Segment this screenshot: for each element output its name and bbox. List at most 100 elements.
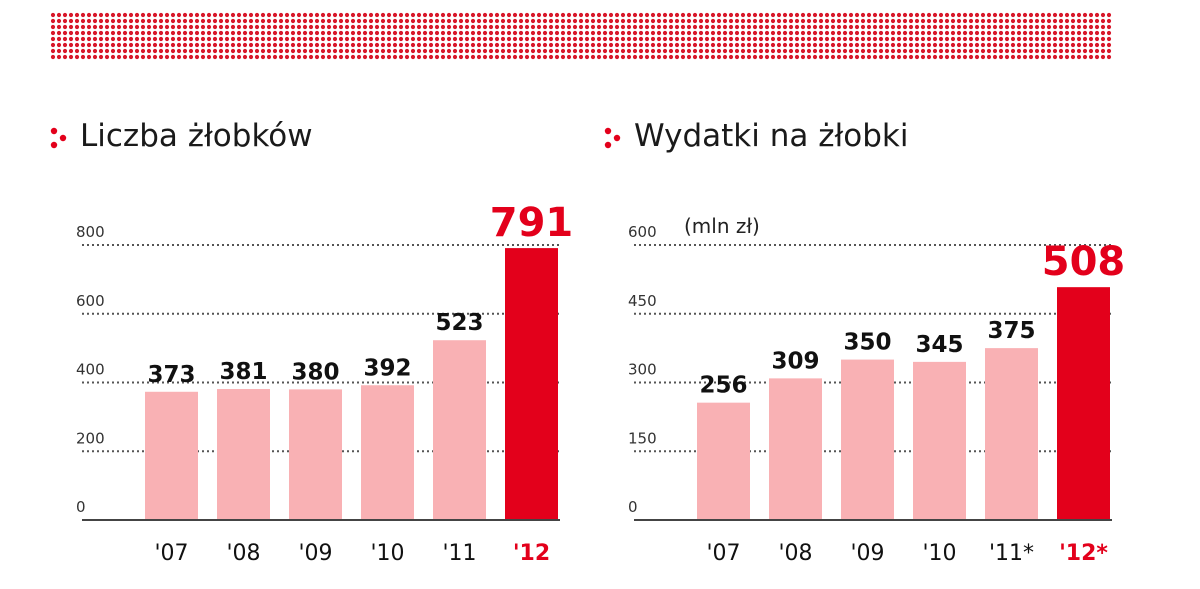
banner-dot xyxy=(1010,48,1016,54)
banner-dot xyxy=(572,30,578,36)
banner-dot xyxy=(542,48,548,54)
banner-dot xyxy=(470,36,476,42)
banner-dot xyxy=(320,12,326,18)
banner-dot xyxy=(818,42,824,48)
banner-dot xyxy=(296,36,302,42)
banner-dot xyxy=(566,36,572,42)
banner-dot xyxy=(80,36,86,42)
banner-dot xyxy=(560,30,566,36)
banner-dot xyxy=(260,36,266,42)
banner-dot xyxy=(836,42,842,48)
banner-dot xyxy=(644,12,650,18)
banner-dot xyxy=(968,36,974,42)
banner-dot xyxy=(962,18,968,24)
banner-dot xyxy=(1082,48,1088,54)
banner-dot xyxy=(434,24,440,30)
banner-dot xyxy=(842,42,848,48)
banner-dot xyxy=(308,24,314,30)
banner-dot xyxy=(728,18,734,24)
banner-dot xyxy=(614,48,620,54)
banner-dot xyxy=(398,18,404,24)
banner-dot xyxy=(566,54,572,60)
banner-dot xyxy=(158,54,164,60)
banner-dot xyxy=(218,18,224,24)
banner-dot xyxy=(764,18,770,24)
banner-dot xyxy=(254,54,260,60)
banner-dot xyxy=(392,18,398,24)
banner-dot xyxy=(1070,42,1076,48)
banner-dot xyxy=(974,30,980,36)
data-label: 380 xyxy=(291,359,339,385)
banner-dot xyxy=(80,18,86,24)
banner-dot xyxy=(284,24,290,30)
banner-dot xyxy=(1100,18,1106,24)
banner-dot xyxy=(734,48,740,54)
banner-dot xyxy=(602,24,608,30)
banner-dot xyxy=(1034,30,1040,36)
banner-dot xyxy=(680,12,686,18)
banner-dot xyxy=(644,48,650,54)
banner-dot xyxy=(476,36,482,42)
banner-dot xyxy=(428,54,434,60)
banner-dot xyxy=(86,54,92,60)
banner-dot xyxy=(524,30,530,36)
banner-dot xyxy=(662,48,668,54)
banner-dot xyxy=(242,42,248,48)
banner-dot xyxy=(62,36,68,42)
banner-dot xyxy=(410,48,416,54)
banner-dot xyxy=(386,48,392,54)
banner-dot xyxy=(1046,48,1052,54)
banner-dot xyxy=(734,12,740,18)
banner-dot xyxy=(890,24,896,30)
banner-dot xyxy=(260,12,266,18)
banner-dot xyxy=(176,42,182,48)
banner-dot xyxy=(416,12,422,18)
banner-dot xyxy=(182,48,188,54)
banner-dot xyxy=(962,48,968,54)
banner-dot xyxy=(422,24,428,30)
banner-dot xyxy=(476,30,482,36)
banner-dot xyxy=(950,30,956,36)
banner-dot xyxy=(254,36,260,42)
banner-dot xyxy=(974,24,980,30)
banner-dot xyxy=(458,30,464,36)
banner-dot xyxy=(848,18,854,24)
banner-dot xyxy=(92,30,98,36)
banner-dot xyxy=(50,36,56,42)
banner-dot xyxy=(146,24,152,30)
banner-dot xyxy=(758,12,764,18)
banner-dot xyxy=(938,48,944,54)
banner-dot xyxy=(770,18,776,24)
banner-dot xyxy=(842,24,848,30)
banner-dot xyxy=(800,48,806,54)
banner-dot xyxy=(242,24,248,30)
banner-dot xyxy=(416,24,422,30)
banner-dot xyxy=(608,48,614,54)
banner-dot xyxy=(344,24,350,30)
banner-dot xyxy=(434,48,440,54)
banner-dot xyxy=(944,12,950,18)
banner-dot xyxy=(560,54,566,60)
banner-dot xyxy=(614,12,620,18)
banner-dot xyxy=(68,24,74,30)
x-tick-label: '10 xyxy=(370,541,404,566)
banner-dot xyxy=(392,24,398,30)
banner-dot xyxy=(296,48,302,54)
banner-dot xyxy=(548,36,554,42)
banner-dot xyxy=(170,30,176,36)
banner-dot xyxy=(548,30,554,36)
banner-dot xyxy=(656,18,662,24)
banner-dot xyxy=(236,54,242,60)
banner-dot xyxy=(590,54,596,60)
banner-dot xyxy=(452,24,458,30)
banner-dot xyxy=(518,48,524,54)
banner-dot xyxy=(818,36,824,42)
banner-dot xyxy=(512,54,518,60)
banner-dot xyxy=(920,18,926,24)
banner-dot xyxy=(692,30,698,36)
banner-dot xyxy=(968,12,974,18)
banner-dot xyxy=(1022,36,1028,42)
banner-dot xyxy=(284,48,290,54)
banner-dot xyxy=(272,24,278,30)
banner-dot xyxy=(992,30,998,36)
